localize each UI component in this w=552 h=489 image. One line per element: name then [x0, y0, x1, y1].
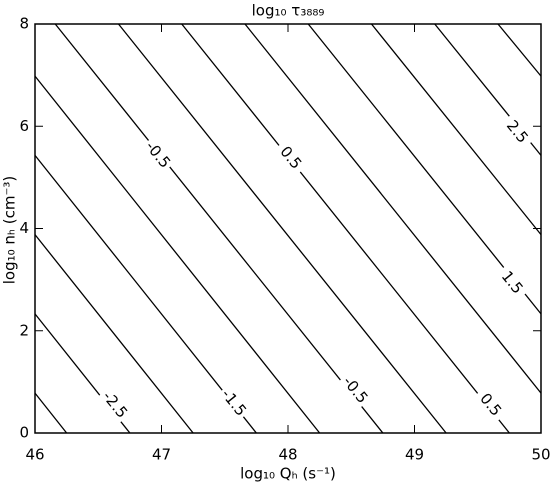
y-tick-label: 4 — [19, 219, 29, 237]
contour-label: -2.5 — [97, 386, 133, 424]
contour-line — [34, 234, 194, 434]
label-background — [472, 386, 509, 424]
x-axis-label: log₁₀ Qₕ (s⁻¹) — [240, 465, 336, 483]
y-tick-label: 8 — [19, 15, 29, 33]
y-tick-label: 2 — [19, 321, 29, 339]
contour-line — [497, 23, 542, 77]
contour-line — [54, 23, 384, 434]
contour-line — [181, 23, 510, 434]
x-tick-label: 47 — [152, 446, 171, 464]
contour-line — [34, 392, 68, 434]
label-background — [97, 386, 133, 424]
contour-label: 0.5 — [472, 386, 509, 424]
plot-frame — [34, 23, 542, 434]
chart-title: log₁₀ τ₃₈₈₉ — [252, 2, 325, 20]
contour-line — [117, 23, 447, 434]
contour-line — [34, 75, 321, 434]
contour-line — [34, 154, 257, 434]
x-tick-label: 50 — [531, 446, 550, 464]
contour-line — [244, 23, 542, 394]
contour-label: 2.5 — [499, 112, 535, 151]
label-background — [499, 112, 535, 151]
contour-label: 1.5 — [494, 263, 530, 302]
y-axis-label: log₁₀ nₕ (cm⁻³) — [1, 176, 19, 285]
label-background — [272, 139, 309, 177]
y-tick-label: 0 — [19, 424, 29, 442]
contour-line — [370, 23, 542, 236]
label-background — [140, 136, 176, 174]
y-tick-label: 6 — [19, 117, 29, 135]
contour-label: -0.5 — [337, 371, 373, 409]
x-tick-label: 46 — [25, 446, 44, 464]
label-background — [337, 371, 373, 409]
x-tick-label: 48 — [278, 446, 297, 464]
x-tick-label: 49 — [405, 446, 424, 464]
label-background — [215, 383, 252, 422]
contour-line — [307, 23, 542, 315]
label-background — [494, 263, 530, 302]
contour-label: 0.5 — [272, 139, 309, 177]
